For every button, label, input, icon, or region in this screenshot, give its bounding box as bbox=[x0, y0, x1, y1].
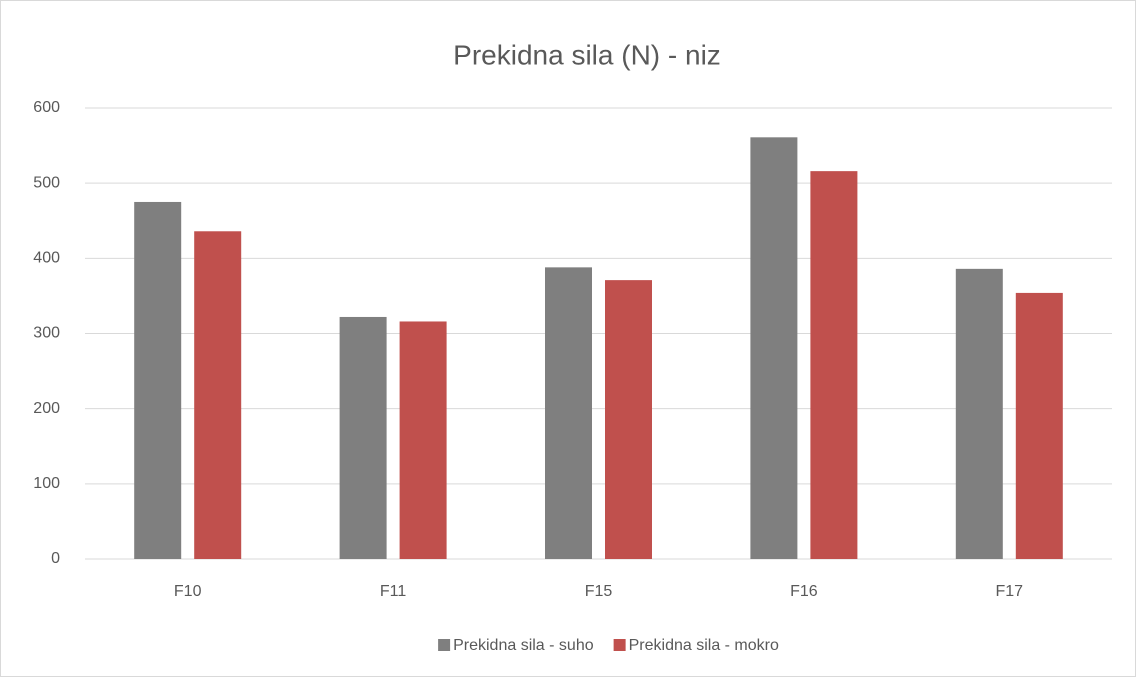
y-tick-label: 500 bbox=[33, 174, 60, 191]
bar bbox=[1015, 292, 1063, 559]
y-tick-label: 100 bbox=[33, 475, 60, 492]
x-tick-label: F17 bbox=[996, 583, 1024, 600]
x-tick-label: F16 bbox=[790, 583, 818, 600]
bar bbox=[194, 231, 242, 560]
chart-title: Prekidna sila (N) - niz bbox=[453, 39, 721, 70]
legend-swatch bbox=[613, 639, 626, 651]
x-tick-label: F11 bbox=[380, 583, 406, 600]
legend-swatch bbox=[438, 639, 451, 651]
bar bbox=[810, 171, 858, 559]
y-tick-label: 0 bbox=[51, 550, 60, 567]
y-tick-label: 300 bbox=[33, 325, 60, 342]
y-tick-label: 400 bbox=[33, 250, 60, 267]
legend-label: Prekidna sila - suho bbox=[453, 637, 594, 654]
y-tick-label: 200 bbox=[33, 400, 60, 417]
bar bbox=[750, 137, 798, 559]
bar bbox=[339, 316, 387, 559]
bar bbox=[399, 321, 447, 559]
legend-label: Prekidna sila - mokro bbox=[629, 637, 779, 654]
bar bbox=[545, 267, 592, 559]
y-tick-label: 600 bbox=[33, 99, 60, 116]
bar bbox=[605, 280, 652, 559]
bar bbox=[134, 201, 182, 560]
x-tick-label: F10 bbox=[174, 583, 202, 600]
x-tick-label: F15 bbox=[585, 583, 613, 600]
bar bbox=[955, 268, 1003, 559]
